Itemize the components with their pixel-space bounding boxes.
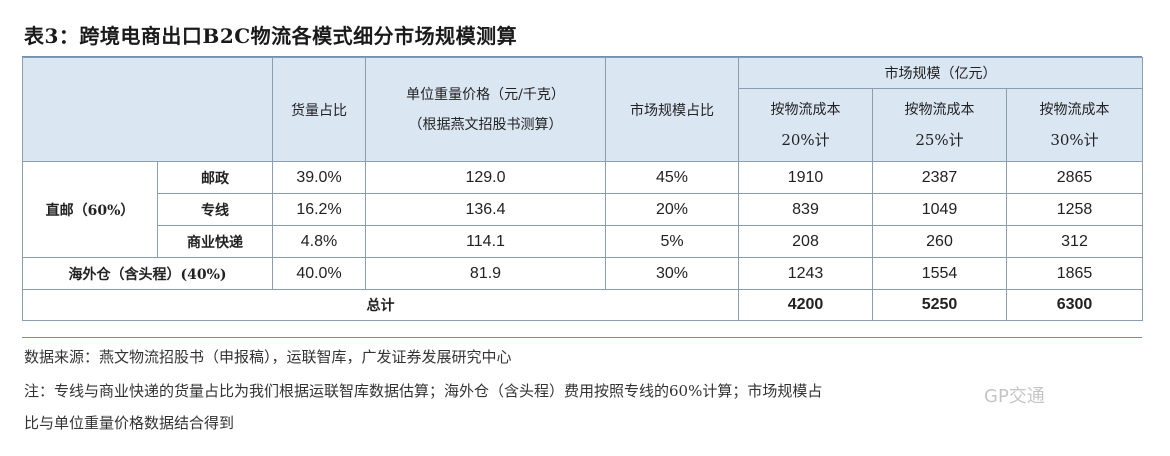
cell-price: 114.1: [365, 225, 606, 258]
cell-share: 39.0%: [272, 161, 366, 194]
cell-cost-25: 260: [872, 225, 1007, 258]
cell-market-share: 30%: [605, 257, 739, 290]
total-row: 总计 4200 5250 6300: [22, 289, 1144, 321]
table-row: 海外仓（含头程）(40%) 40.0% 81.9 30% 1243 1554 1…: [22, 257, 1144, 290]
cell-cost-20: 208: [738, 225, 873, 258]
cell-price: 136.4: [365, 193, 606, 226]
row-label: 专线: [157, 193, 273, 226]
table-row: 商业快递 4.8% 114.1 5% 208 260 312: [23, 225, 1144, 258]
footnote-line2: 比与单位重量价格数据结合得到: [24, 414, 235, 432]
cell-market-share: 5%: [605, 225, 739, 258]
total-cost-20: 4200: [738, 289, 873, 321]
total-cost-30: 6300: [1005, 289, 1144, 321]
header-cost-25-line1: 按物流成本: [904, 102, 975, 118]
table-row: 直邮（60%） 邮政 39.0% 129.0 45% 1910 2387 286…: [22, 161, 1144, 258]
header-cost-25: 按物流成本 25%计: [872, 88, 1007, 162]
header-cost-30-line1: 按物流成本: [1039, 102, 1110, 118]
footnote-line1: 注：专线与商业快递的货量占比为我们根据运联智库数据估算；海外仓（含头程）费用按照…: [24, 382, 823, 400]
cell-cost-30: 312: [1005, 225, 1144, 258]
header-price-line2: （根据燕文招股书测算）: [408, 116, 563, 133]
row-label: 商业快递: [157, 225, 273, 258]
cell-price: 81.9: [365, 257, 606, 290]
header-cost-20-line2: 20%计: [781, 131, 830, 149]
header-cost-25-line2: 25%计: [915, 131, 964, 149]
watermark: GP交通: [984, 386, 1045, 407]
header-cost-30-line2: 30%计: [1050, 131, 1099, 149]
table-title: 表3：跨境电商出口B2C物流各模式细分市场规模测算: [24, 24, 518, 48]
cell-market-share: 20%: [605, 193, 739, 226]
header-market-share: 市场规模占比: [605, 57, 739, 162]
header-cost-30: 按物流成本 30%计: [1005, 88, 1144, 162]
cell-cost-30: 1865: [1005, 257, 1144, 290]
total-cost-25: 5250: [872, 289, 1007, 321]
cell-share: 40.0%: [272, 257, 366, 290]
total-label: 总计: [22, 289, 739, 321]
cell-cost-30: 1258: [1005, 193, 1144, 226]
cell-share: 4.8%: [272, 225, 366, 258]
header-market-size: 市场规模（亿元）: [737, 57, 1144, 89]
cell-market-share: 45%: [605, 161, 739, 194]
group-direct-mail: 直邮（60%）: [22, 161, 158, 258]
row-label: 海外仓（含头程）(40%): [22, 257, 273, 290]
table-row: 专线 16.2% 136.4 20% 839 1049 1258: [23, 193, 1144, 226]
source-note: 数据来源：燕文物流招股书（申报稿），运联智库，广发证券发展研究中心: [24, 348, 512, 366]
cell-cost-20: 1910: [738, 161, 873, 194]
row-label: 邮政: [157, 161, 273, 194]
bottom-rule: [22, 337, 1142, 338]
header-share: 货量占比: [272, 57, 366, 162]
cell-cost-25: 1049: [872, 193, 1007, 226]
header-price: 单位重量价格（元/千克） （根据燕文招股书测算）: [365, 57, 606, 162]
header-cost-20-line1: 按物流成本: [770, 102, 841, 118]
cell-share: 16.2%: [272, 193, 366, 226]
cell-cost-30: 2865: [1005, 161, 1144, 194]
header-price-line1: 单位重量价格（元/千克）: [406, 86, 565, 103]
cell-price: 129.0: [365, 161, 606, 194]
cell-cost-25: 2387: [872, 161, 1007, 194]
header-blank: [22, 57, 273, 162]
market-size-table: 货量占比 单位重量价格（元/千克） （根据燕文招股书测算） 市场规模占比 市场规…: [22, 57, 1144, 321]
header-cost-20: 按物流成本 20%计: [738, 88, 873, 162]
cell-cost-20: 1243: [738, 257, 873, 290]
cell-cost-25: 1554: [872, 257, 1007, 290]
cell-cost-20: 839: [738, 193, 873, 226]
